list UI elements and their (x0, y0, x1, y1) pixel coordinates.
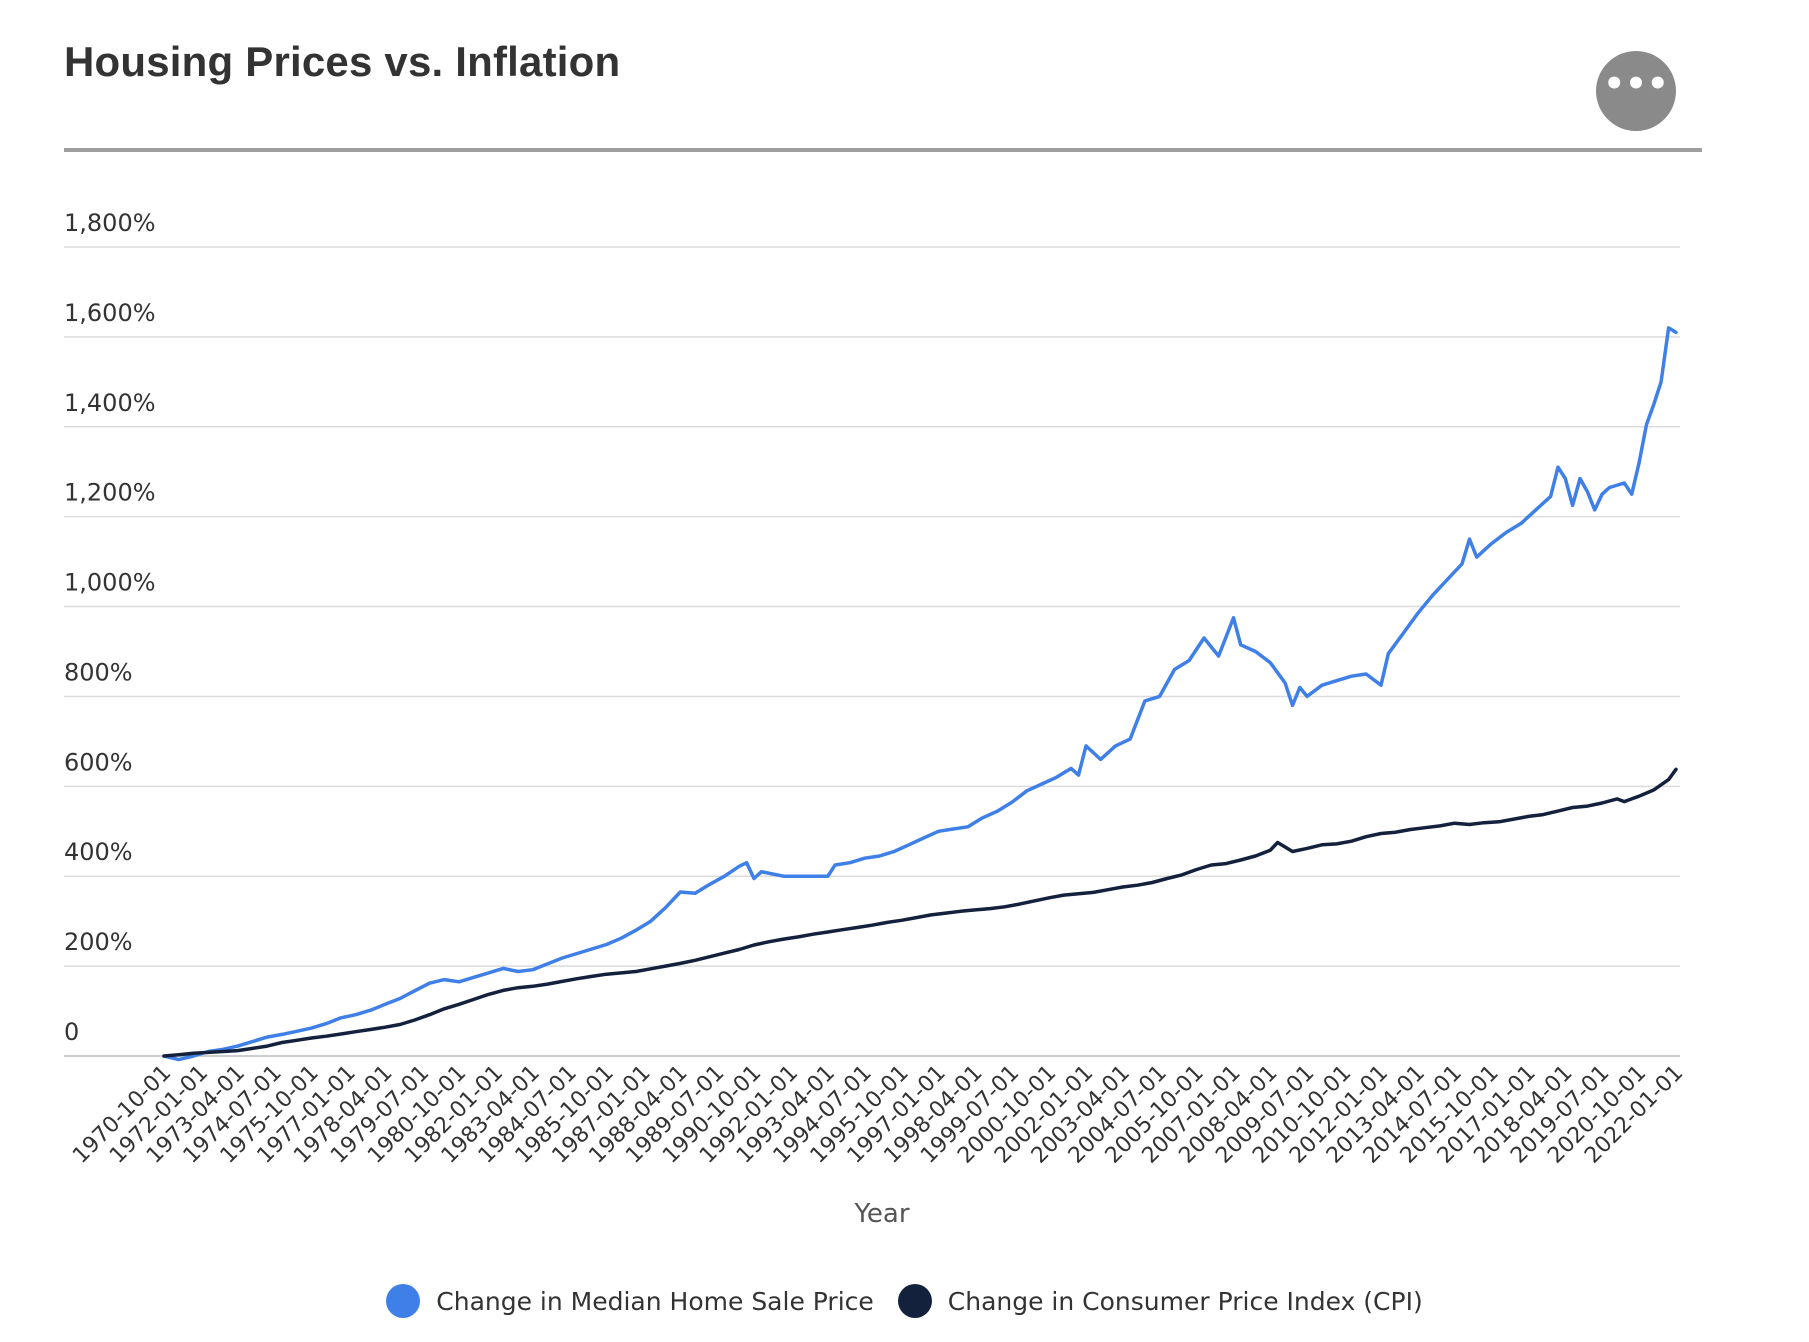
header-divider (64, 148, 1702, 152)
series-line-home-price (162, 326, 1678, 1062)
legend: Change in Median Home Sale Price Change … (0, 1284, 1809, 1318)
legend-label-home-price: Change in Median Home Sale Price (436, 1286, 874, 1316)
gridlines (64, 246, 1680, 1057)
page-title: Housing Prices vs. Inflation (64, 38, 621, 85)
y-tick-label: 200% (64, 928, 133, 956)
legend-swatch-home-price (386, 1284, 421, 1318)
y-tick-label: 1,600% (64, 299, 156, 327)
legend-swatch-cpi (897, 1284, 932, 1318)
more-horizontal-icon: ••• (1603, 64, 1669, 104)
y-tick-label: 1,000% (64, 569, 156, 597)
x-axis-ticks: 1970-10-011972-01-011973-04-011974-07-01… (68, 1061, 1688, 1169)
more-options-button[interactable]: ••• (1596, 51, 1676, 131)
y-tick-label: 1,800% (64, 209, 156, 237)
y-tick-label: 1,400% (64, 389, 156, 417)
legend-item-cpi[interactable]: Change in Consumer Price Index (CPI) (897, 1284, 1423, 1318)
y-tick-label: 400% (64, 838, 133, 866)
series-line-cpi (162, 767, 1678, 1058)
y-tick-label: 0 (64, 1018, 79, 1046)
legend-label-cpi: Change in Consumer Price Index (CPI) (947, 1286, 1423, 1316)
y-tick-label: 1,200% (64, 479, 156, 507)
y-tick-label: 600% (64, 748, 133, 776)
legend-item-home-price[interactable]: Change in Median Home Sale Price (386, 1284, 874, 1318)
y-tick-label: 800% (64, 658, 133, 686)
line-chart: 0 200% 400% 600% 800% 1,000% 1,200% 1,400% 1,600… (64, 209, 1688, 1229)
x-axis-label: Year (853, 1199, 909, 1229)
series-lines (162, 326, 1678, 1062)
y-axis-ticks: 0 200% 400% 600% 800% 1,000% 1,200% 1,400% 1,600… (64, 209, 156, 1046)
